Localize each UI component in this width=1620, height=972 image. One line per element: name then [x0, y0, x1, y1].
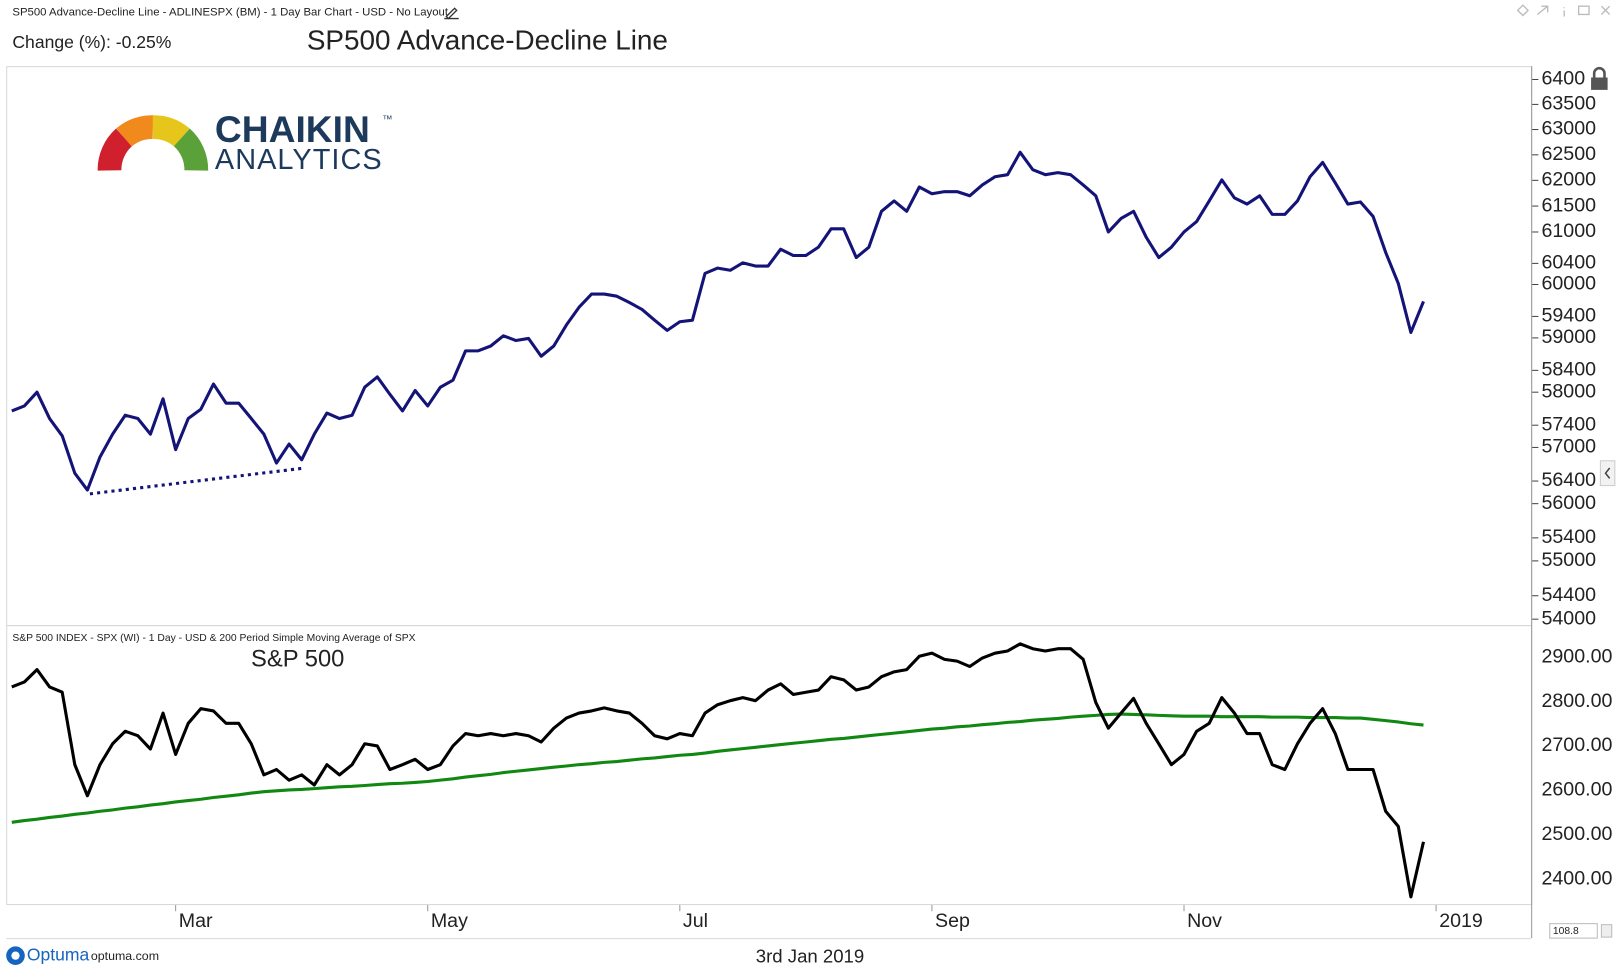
scale-label: 108.8: [1553, 926, 1579, 937]
chart-info: SP500 Advance-Decline Line - ADLINESPX (…: [12, 6, 448, 18]
scale-box[interactable]: [1549, 923, 1598, 939]
series-line: [11, 712, 1424, 824]
icon-close[interactable]: [1600, 5, 1611, 15]
y-tick-label: 62500: [1541, 143, 1596, 165]
y-tick-label: 62000: [1541, 169, 1596, 191]
y-tick-label: 55000: [1541, 549, 1596, 571]
y-tick-label: 56000: [1541, 492, 1596, 514]
footer-brand: Optuma: [27, 944, 90, 964]
y-tick-label: 60400: [1541, 252, 1596, 274]
x-tick-label: Nov: [1187, 910, 1222, 932]
edit-icon[interactable]: [444, 7, 459, 20]
logo-mark: ™: [382, 115, 392, 126]
y-tick-label: 54400: [1541, 584, 1596, 606]
x-tick-label: Jul: [683, 910, 708, 932]
logo-arc-orange: [116, 115, 154, 147]
logo-arc-green: [173, 128, 209, 171]
scale-toggle[interactable]: [1600, 924, 1613, 938]
y-tick-label: 6400: [1541, 68, 1585, 90]
x-tick-label: 2019: [1439, 910, 1483, 932]
y-tick-label: 61000: [1541, 220, 1596, 242]
y-tick-label: 2900.00: [1541, 645, 1612, 667]
footer-site: optuma.com: [91, 949, 159, 963]
chart-title: SP500 Advance-Decline Line: [307, 25, 668, 56]
y-tick-label: 2800.00: [1541, 690, 1612, 712]
y-tick-label: 57000: [1541, 436, 1596, 458]
collapse-arrow: [1604, 467, 1611, 479]
y-tick-label: 63500: [1541, 93, 1596, 115]
series-line: [11, 642, 1426, 899]
logo-name: CHAIKIN: [215, 108, 370, 150]
y-tick-label: 57400: [1541, 413, 1596, 435]
panel-title: S&P 500: [251, 645, 344, 672]
y-tick-label: 2700.00: [1541, 734, 1612, 756]
y-tick-label: 55400: [1541, 526, 1596, 548]
y-tick-label: 61500: [1541, 194, 1596, 216]
y-tick-label: 59400: [1541, 305, 1596, 327]
x-tick-label: Sep: [935, 910, 970, 932]
series-line: [11, 150, 1425, 492]
collapse-button[interactable]: [1599, 460, 1616, 487]
panel-subtitle: S&P 500 INDEX - SPX (WI) - 1 Day - USD &…: [12, 633, 415, 644]
y-tick-label: 54000: [1541, 607, 1596, 629]
change-label: Change (%): -0.25%: [12, 32, 171, 52]
logo-arc-red: [97, 128, 133, 171]
lock-icon[interactable]: [1591, 66, 1608, 90]
lock-body: [1591, 77, 1608, 90]
y-tick-label: 2600.00: [1541, 779, 1612, 801]
y-tick-label: 59000: [1541, 326, 1596, 348]
y-tick-label: 56400: [1541, 469, 1596, 491]
logo-arc-yellow: [152, 115, 190, 147]
logo-tagline: ANALYTICS: [215, 144, 383, 176]
x-tick-label: Mar: [179, 910, 213, 932]
y-tick-label: 2500.00: [1541, 823, 1612, 845]
y-tick-label: 58000: [1541, 380, 1596, 402]
footer-date: 3rd Jan 2019: [756, 946, 864, 967]
y-tick-label: 63000: [1541, 118, 1596, 140]
y-tick-label: 58400: [1541, 359, 1596, 381]
lock-shackle: [1592, 66, 1606, 78]
icon-pin[interactable]: [1536, 5, 1549, 15]
icon-window[interactable]: [1578, 5, 1590, 16]
x-tick-label: May: [431, 910, 468, 932]
toolbar-icons: [1516, 4, 1611, 17]
icon-diamond[interactable]: [1516, 4, 1529, 17]
y-tick-label: 60000: [1541, 273, 1596, 295]
y-tick-label: 2400.00: [1541, 867, 1612, 889]
optuma-logo-hole: [11, 951, 20, 960]
logo: CHAIKIN ™ ANALYTICS: [97, 108, 393, 176]
